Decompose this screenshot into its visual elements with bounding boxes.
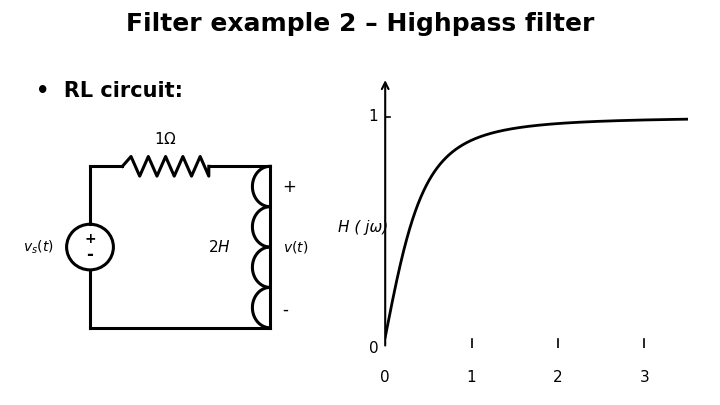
Text: $2H$: $2H$	[207, 239, 230, 255]
Text: 0: 0	[380, 370, 390, 385]
Text: -: -	[86, 246, 94, 264]
Text: -: -	[283, 301, 289, 319]
Text: 1: 1	[467, 370, 477, 385]
Text: H ( jω): H ( jω)	[338, 220, 388, 234]
Text: 3: 3	[639, 370, 649, 385]
Text: •  RL circuit:: • RL circuit:	[36, 81, 183, 101]
Text: $v_s(t)$: $v_s(t)$	[23, 239, 54, 256]
Text: +: +	[84, 232, 96, 246]
Text: 1: 1	[369, 109, 378, 124]
Text: 2: 2	[553, 370, 563, 385]
Text: Filter example 2 – Highpass filter: Filter example 2 – Highpass filter	[126, 12, 594, 36]
Text: +: +	[283, 178, 297, 196]
Text: 0: 0	[369, 341, 378, 356]
Text: $v(t)$: $v(t)$	[283, 239, 308, 255]
Text: $1\Omega$: $1\Omega$	[154, 131, 177, 147]
